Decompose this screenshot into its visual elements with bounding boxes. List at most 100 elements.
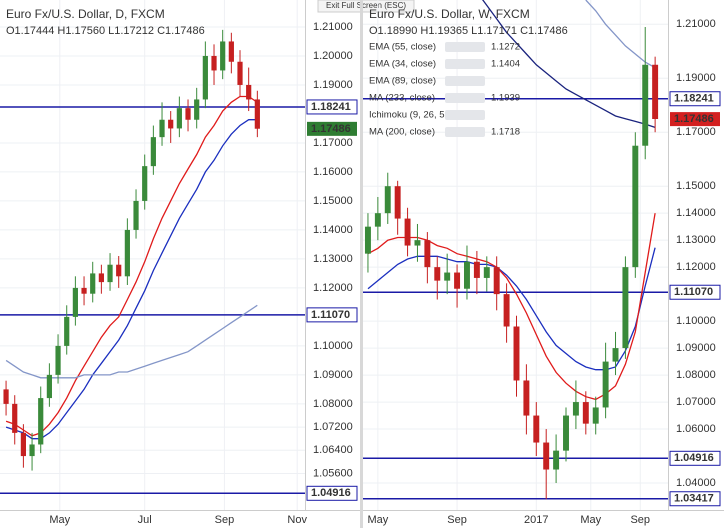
- y-tick-label: 1.20000: [313, 50, 353, 62]
- candle-body: [254, 99, 260, 129]
- candle-body: [168, 119, 174, 129]
- candle-body: [523, 380, 530, 416]
- axis-border: [305, 0, 306, 510]
- ohlc-text: O1.18990 H1.19365 L1.17171 C1.17486: [369, 25, 568, 37]
- candle-body: [394, 186, 401, 219]
- legend-value: 1.1939: [491, 93, 520, 104]
- legend-buttons: [445, 59, 485, 69]
- y-tick-label: 1.10000: [313, 340, 353, 352]
- legend-buttons: [445, 42, 485, 52]
- candle-body: [20, 432, 26, 457]
- y-tick-label: 1.04000: [676, 477, 716, 489]
- y-tick-label: 1.19000: [676, 72, 716, 84]
- exit-button[interactable]: [317, 0, 415, 13]
- candle-body: [513, 326, 520, 381]
- y-tick-label: 1.06400: [313, 444, 353, 456]
- candle-body: [572, 402, 579, 416]
- indicator-line: [585, 0, 656, 69]
- candle-body: [3, 389, 9, 404]
- legend-buttons: [445, 110, 485, 120]
- plot: [0, 0, 305, 510]
- candle-body: [12, 403, 18, 433]
- x-tick-label: May: [580, 514, 601, 526]
- candle-body: [29, 444, 35, 457]
- level-label: 1.04916: [311, 487, 351, 499]
- plot: [363, 0, 668, 510]
- candle-body: [404, 218, 411, 246]
- x-tick-label: Sep: [215, 514, 235, 526]
- candle-body: [194, 99, 200, 120]
- candle-body: [211, 55, 217, 71]
- candle-body: [612, 348, 619, 362]
- chart-title: Euro Fx/U.S. Dollar, D, FXCM: [6, 7, 165, 21]
- candle-body: [202, 55, 208, 100]
- candle-body: [473, 261, 480, 278]
- candle-body: [116, 264, 122, 277]
- y-tick-label: 1.13000: [313, 253, 353, 265]
- candle-body: [434, 267, 441, 281]
- level-box: [306, 485, 358, 501]
- legend-name: EMA (55, close): [369, 42, 436, 53]
- candle-body: [237, 61, 243, 85]
- legend-name: Ichimoku (9, 26, 52, 26): [369, 110, 469, 121]
- candle-body: [632, 145, 639, 268]
- indicator-line: [5, 95, 258, 437]
- y-tick-label: 1.07000: [676, 396, 716, 408]
- candle-body: [220, 41, 226, 71]
- candle-body: [414, 240, 421, 246]
- legend-value: 1.1718: [491, 127, 520, 138]
- legend-name: MA (200, close): [369, 127, 435, 138]
- candle-body: [652, 64, 659, 119]
- y-tick-label: 1.07200: [313, 421, 353, 433]
- x-tick-label: May: [367, 514, 388, 526]
- candle-body: [374, 213, 381, 227]
- x-tick-label: Sep: [630, 514, 650, 526]
- last-price-box: [670, 112, 720, 127]
- candle-body: [107, 264, 113, 283]
- candle-body: [424, 240, 431, 268]
- candle-body: [454, 272, 461, 289]
- candle-body: [553, 450, 560, 470]
- candle-body: [364, 226, 371, 254]
- indicator-line: [5, 119, 258, 440]
- legend-buttons: [445, 76, 485, 86]
- legend-buttons: [445, 127, 485, 137]
- exit-label[interactable]: Exit Full Screen (ESC): [326, 1, 406, 10]
- candle-body: [592, 407, 599, 424]
- axis-border: [668, 0, 669, 510]
- candle-body: [602, 361, 609, 408]
- level-box: [306, 307, 358, 323]
- y-tick-label: 1.05600: [313, 467, 353, 479]
- indicator-line: [482, 0, 656, 129]
- level-label: 1.18241: [311, 101, 351, 113]
- candle-body: [142, 166, 148, 201]
- x-tick-label: Sep: [447, 514, 467, 526]
- x-tick-label: Jul: [138, 514, 152, 526]
- y-tick-label: 1.16000: [313, 166, 353, 178]
- candle-body: [483, 267, 490, 278]
- y-tick-label: 1.21000: [676, 18, 716, 30]
- level-box: [669, 450, 721, 466]
- candle-body: [622, 267, 629, 349]
- level-box: [669, 91, 721, 107]
- candle-body: [503, 294, 510, 327]
- legend-name: EMA (89, close): [369, 76, 436, 87]
- candle-body: [46, 374, 52, 399]
- candle-body: [228, 41, 234, 62]
- y-tick-label: 1.21000: [313, 21, 353, 33]
- y-tick-label: 1.14000: [676, 207, 716, 219]
- candle-body: [124, 229, 130, 277]
- candle-body: [185, 108, 191, 120]
- candle-body: [98, 273, 104, 283]
- y-tick-label: 1.09000: [313, 369, 353, 381]
- y-tick-label: 1.06000: [676, 423, 716, 435]
- level-label: 1.11070: [674, 286, 713, 298]
- y-tick-label: 1.13000: [676, 234, 716, 246]
- y-tick-label: 1.15000: [676, 180, 716, 192]
- candle-body: [464, 261, 470, 289]
- level-box: [669, 284, 721, 300]
- candle-body: [72, 287, 78, 317]
- candle-body: [90, 273, 96, 294]
- y-tick-label: 1.08000: [676, 369, 716, 381]
